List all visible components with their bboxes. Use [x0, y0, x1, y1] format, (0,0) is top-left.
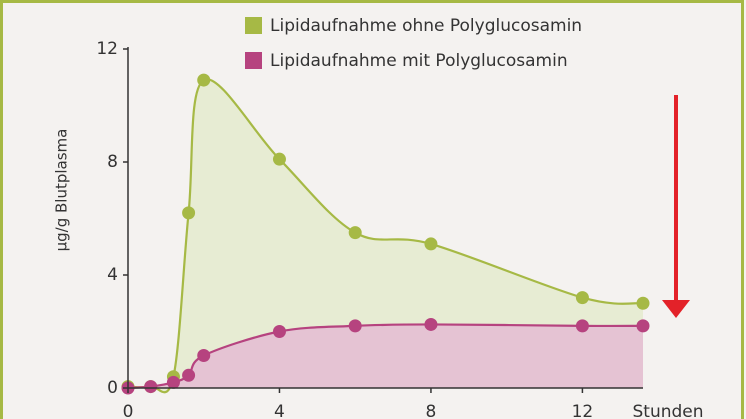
data-point	[424, 237, 438, 251]
data-point	[348, 319, 362, 333]
data-point	[575, 319, 589, 333]
legend-label: Lipidaufnahme mit Polyglucosamin	[270, 51, 568, 71]
x-tick-label: 8	[426, 402, 437, 419]
y-tick-label: 8	[107, 152, 118, 172]
x-axis-label: Stunden	[632, 402, 703, 419]
series-line	[127, 323, 644, 390]
y-tick-label: 4	[107, 265, 118, 285]
data-point	[182, 368, 196, 382]
y-tick-label: 0	[107, 378, 118, 398]
area-fill	[128, 79, 643, 393]
data-point	[424, 317, 438, 331]
y-tick-label: 12	[96, 39, 118, 59]
data-point	[272, 152, 286, 166]
data-point	[182, 206, 196, 220]
data-point	[348, 226, 362, 240]
y-axis-label: µg/g Blutplasma	[53, 129, 71, 252]
data-point	[636, 296, 650, 310]
legend-swatch	[245, 52, 262, 69]
legend-label: Lipidaufnahme ohne Polyglucosamin	[270, 16, 582, 36]
x-tick-label: 4	[274, 402, 285, 419]
data-point	[166, 375, 180, 389]
arrow-head	[662, 300, 690, 318]
legend-swatch	[245, 17, 262, 34]
x-tick-label: 12	[572, 402, 594, 419]
x-tick-label: 0	[123, 402, 134, 419]
data-point	[575, 291, 589, 305]
data-point	[144, 380, 158, 394]
data-point	[272, 325, 286, 338]
data-point	[197, 73, 211, 87]
data-point	[636, 319, 650, 333]
area-fill	[128, 324, 643, 388]
data-point	[197, 349, 211, 363]
